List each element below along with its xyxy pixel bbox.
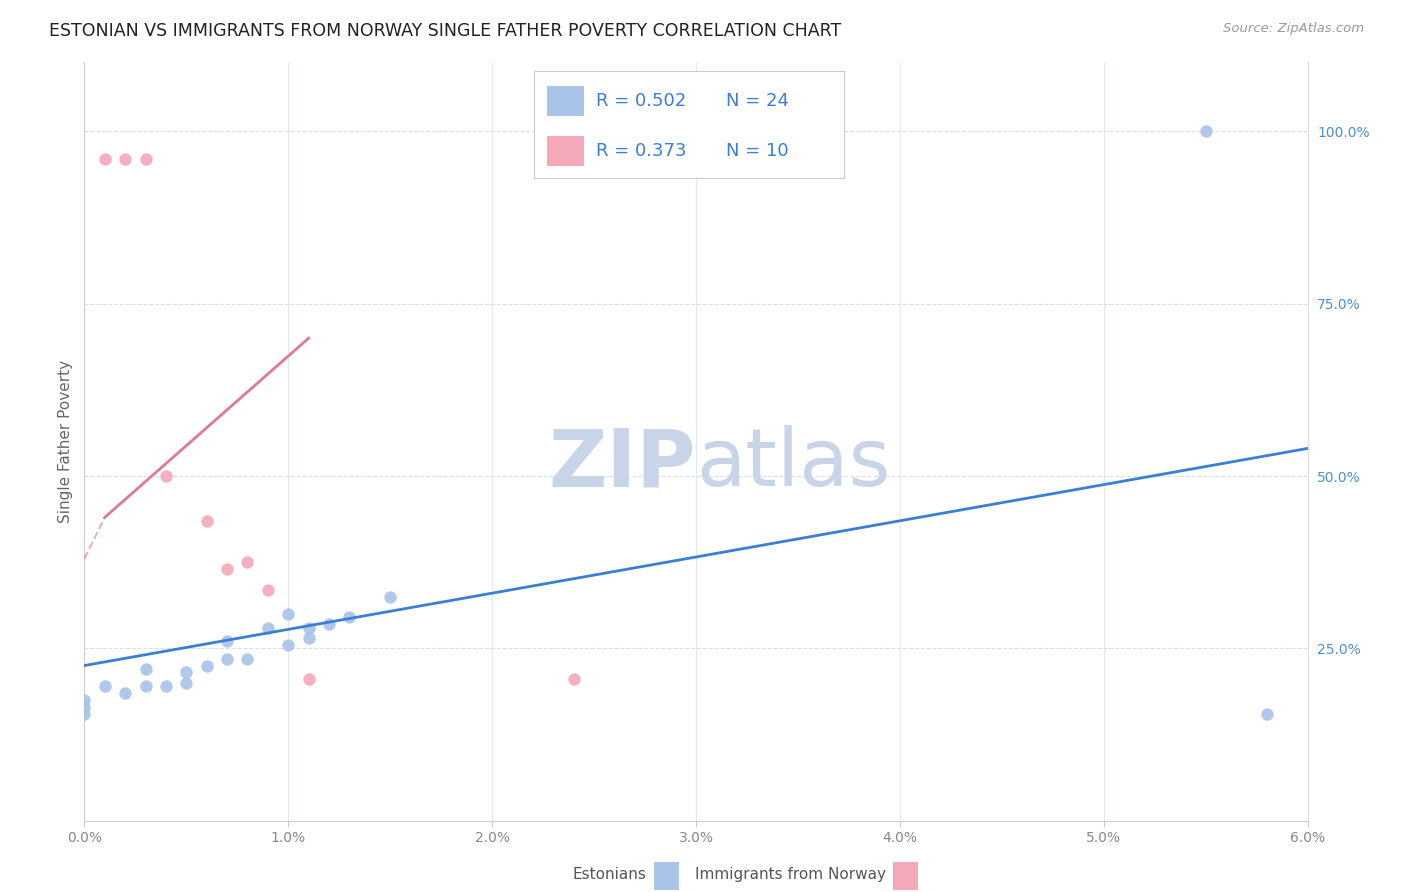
Point xyxy=(277,638,299,652)
Point xyxy=(339,610,361,624)
Point xyxy=(298,621,321,635)
Bar xyxy=(547,87,583,116)
Bar xyxy=(547,136,583,166)
Text: Source: ZipAtlas.com: Source: ZipAtlas.com xyxy=(1223,22,1364,36)
Text: N = 24: N = 24 xyxy=(725,93,789,111)
Text: Estonians: Estonians xyxy=(572,867,647,881)
Point xyxy=(217,634,239,648)
Point xyxy=(562,673,585,687)
Point xyxy=(195,514,218,528)
Text: atlas: atlas xyxy=(696,425,890,503)
Point xyxy=(217,562,239,576)
Point xyxy=(195,658,218,673)
Point xyxy=(93,679,117,693)
Y-axis label: Single Father Poverty: Single Father Poverty xyxy=(58,360,73,523)
Point xyxy=(73,699,96,714)
Point xyxy=(176,675,198,690)
Point xyxy=(135,662,157,676)
Point xyxy=(257,582,280,597)
Point xyxy=(236,555,259,569)
Point xyxy=(135,679,157,693)
Text: ESTONIAN VS IMMIGRANTS FROM NORWAY SINGLE FATHER POVERTY CORRELATION CHART: ESTONIAN VS IMMIGRANTS FROM NORWAY SINGL… xyxy=(49,22,841,40)
Point xyxy=(135,152,157,166)
Point xyxy=(236,651,259,665)
Point xyxy=(318,617,340,632)
Point xyxy=(73,693,96,707)
Point xyxy=(298,631,321,645)
Text: R = 0.502: R = 0.502 xyxy=(596,93,686,111)
Text: ZIP: ZIP xyxy=(548,425,696,503)
Point xyxy=(73,706,96,721)
Point xyxy=(114,686,136,700)
Point xyxy=(257,621,280,635)
Text: Immigrants from Norway: Immigrants from Norway xyxy=(695,867,886,881)
Point xyxy=(155,679,177,693)
Point xyxy=(176,665,198,680)
Point xyxy=(298,673,321,687)
Point xyxy=(380,590,402,604)
Point xyxy=(114,152,136,166)
Text: R = 0.373: R = 0.373 xyxy=(596,142,686,160)
Point xyxy=(277,607,299,621)
Point xyxy=(155,469,177,483)
Point xyxy=(217,651,239,665)
Point xyxy=(1256,706,1278,721)
Point xyxy=(1195,124,1218,138)
Point xyxy=(93,152,117,166)
Text: N = 10: N = 10 xyxy=(725,142,789,160)
